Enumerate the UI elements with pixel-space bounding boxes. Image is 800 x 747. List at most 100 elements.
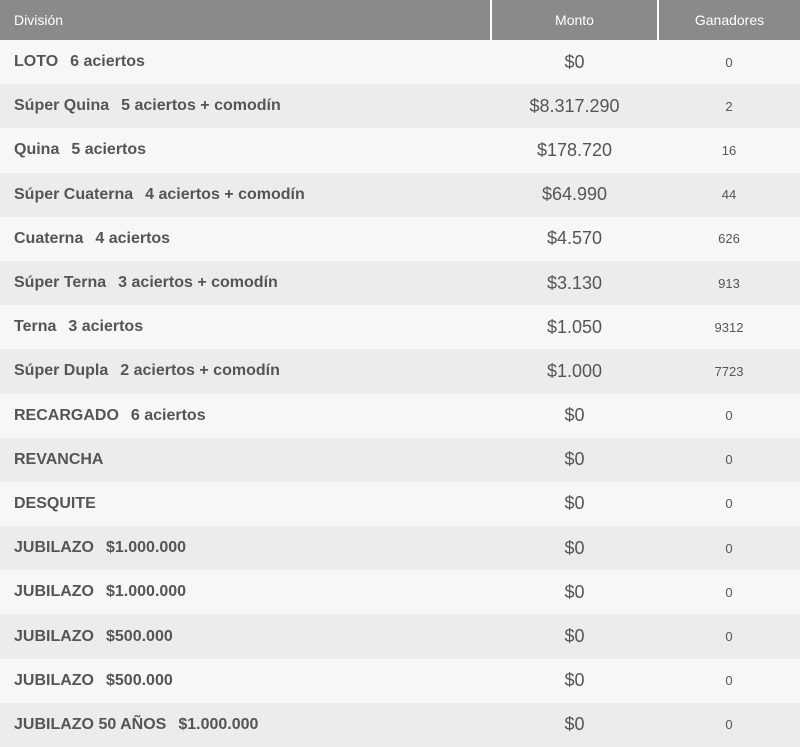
division-name: JUBILAZO — [14, 627, 94, 645]
division-detail: 6 aciertos — [130, 406, 206, 424]
ganadores-cell: 0 — [725, 629, 733, 645]
division-detail: 6 aciertos — [70, 53, 145, 71]
division-cell: LOTO 6 aciertos — [0, 40, 491, 84]
division-cell: Terna 3 aciertos — [0, 305, 491, 349]
ganadores-cell: 2 — [725, 98, 733, 114]
division-detail: 4 aciertos — [95, 229, 171, 247]
division-name: JUBILAZO — [14, 583, 94, 601]
table-row: Quina 5 aciertos $178.720 16 — [0, 128, 800, 173]
monto-cell: $0 — [564, 714, 585, 735]
division-detail: 3 aciertos + comodín — [118, 274, 278, 292]
division-name: JUBILAZO — [14, 671, 94, 689]
division-name: Cuaterna — [14, 229, 84, 247]
monto-cell: $3.130 — [546, 272, 603, 293]
division-name: DESQUITE — [14, 494, 96, 512]
division-cell: RECARGADO 6 aciertos — [0, 394, 491, 438]
division-name: JUBILAZO — [14, 539, 94, 557]
table-row: JUBILAZO $500.000 $0 0 — [0, 658, 800, 703]
division-cell: Súper Quina 5 aciertos + comodín — [0, 84, 491, 128]
division-cell: Súper Cuaterna 4 aciertos + comodín — [0, 173, 491, 217]
ganadores-cell: 9312 — [714, 319, 744, 335]
division-detail: $1.000.000 — [178, 715, 259, 733]
table-row: LOTO 6 aciertos $0 0 — [0, 40, 800, 85]
table-row: JUBILAZO 50 AÑOS $1.000.000 $0 0 — [0, 702, 800, 747]
division-detail: 5 aciertos — [71, 141, 147, 159]
table-row: Terna 3 aciertos $1.050 9312 — [0, 305, 800, 350]
division-name: Súper Cuaterna — [14, 185, 134, 203]
table-row: RECARGADO 6 aciertos $0 0 — [0, 393, 800, 438]
header-monto: Monto — [491, 0, 659, 40]
ganadores-cell: 16 — [721, 142, 737, 158]
table-row: Súper Terna 3 aciertos + comodín $3.130 913 — [0, 260, 800, 306]
division-detail: 5 aciertos + comodín — [121, 97, 281, 115]
division-cell: Quina 5 aciertos — [0, 128, 491, 172]
monto-cell: $0 — [564, 670, 585, 691]
division-name: Súper Dupla — [14, 362, 109, 380]
division-cell: Súper Terna 3 aciertos + comodín — [0, 261, 491, 305]
table-row: Súper Dupla 2 aciertos + comodín $1.000 772… — [0, 349, 800, 394]
ganadores-cell: 0 — [725, 540, 733, 556]
monto-cell: $0 — [564, 537, 585, 558]
table-row: JUBILAZO $1.000.000 $0 0 — [0, 526, 800, 571]
division-cell: JUBILAZO $1.000.000 — [0, 526, 491, 570]
table-row: Cuaterna 4 aciertos $4.570 626 — [0, 216, 800, 261]
monto-cell: $0 — [564, 51, 585, 72]
ganadores-cell: 0 — [725, 496, 733, 512]
division-name: Súper Terna — [14, 274, 107, 292]
monto-cell: $178.720 — [536, 139, 613, 160]
header-ganadores: Ganadores — [658, 0, 800, 40]
division-name: RECARGADO — [14, 406, 119, 424]
division-detail: 2 aciertos + comodín — [120, 362, 280, 380]
division-detail: $500.000 — [106, 627, 173, 645]
division-name: Terna — [14, 318, 57, 336]
division-cell: Súper Dupla 2 aciertos + comodín — [0, 349, 491, 393]
division-cell: REVANCHA — [0, 438, 491, 482]
monto-cell: $8.317.290 — [529, 95, 620, 116]
table-row: Súper Quina 5 aciertos + comodín $8.317.29… — [0, 84, 800, 129]
division-detail: 3 aciertos — [68, 318, 144, 336]
ganadores-cell: 0 — [725, 408, 733, 424]
monto-cell: $0 — [564, 405, 585, 426]
table-row: JUBILAZO $1.000.000 $0 0 — [0, 570, 800, 615]
monto-cell: $0 — [564, 581, 585, 602]
table-row: JUBILAZO $500.000 $0 0 — [0, 614, 800, 659]
ganadores-cell: 626 — [718, 231, 740, 247]
ganadores-cell: 44 — [721, 187, 737, 203]
table-row: REVANCHA $0 0 — [0, 437, 800, 482]
ganadores-cell: 7723 — [714, 363, 744, 379]
division-cell: DESQUITE — [0, 482, 491, 526]
division-cell: JUBILAZO 50 AÑOS $1.000.000 — [0, 703, 491, 747]
division-cell: JUBILAZO $500.000 — [0, 659, 491, 703]
division-name: Quina — [14, 141, 60, 159]
ganadores-cell: 0 — [725, 452, 733, 468]
division-cell: Cuaterna 4 aciertos — [0, 217, 491, 261]
division-name: JUBILAZO 50 AÑOS — [14, 715, 167, 733]
monto-cell: $0 — [564, 626, 585, 647]
monto-cell: $0 — [564, 493, 585, 514]
ganadores-cell: 0 — [725, 673, 733, 689]
ganadores-cell: 0 — [725, 54, 733, 70]
monto-cell: $64.990 — [541, 184, 608, 205]
division-cell: JUBILAZO $500.000 — [0, 614, 491, 658]
monto-cell: $0 — [564, 449, 585, 470]
header-division: División — [0, 0, 492, 40]
monto-cell: $4.570 — [546, 228, 603, 249]
table-body: LOTO 6 aciertos $0 0 Súper Quina 5 aciertos +… — [0, 40, 800, 747]
ganadores-cell: 0 — [725, 717, 733, 733]
division-name: Súper Quina — [14, 97, 110, 115]
table-row: Súper Cuaterna 4 aciertos + comodín $64.99… — [0, 172, 800, 217]
division-detail: $1.000.000 — [106, 583, 187, 601]
header-row: División Monto Ganadores — [0, 0, 800, 40]
ganadores-cell: 0 — [725, 584, 733, 600]
division-cell: JUBILAZO $1.000.000 — [0, 570, 491, 614]
table-row: DESQUITE $0 0 — [0, 481, 800, 527]
division-detail: $1.000.000 — [106, 539, 187, 557]
table-header: División Monto Ganadores — [0, 0, 800, 40]
division-detail: $500.000 — [106, 671, 173, 689]
monto-cell: $1.000 — [546, 360, 603, 381]
division-name: REVANCHA — [14, 450, 104, 468]
monto-cell: $1.050 — [546, 316, 603, 337]
division-detail: 4 aciertos + comodín — [145, 185, 305, 203]
ganadores-cell: 913 — [718, 275, 740, 291]
